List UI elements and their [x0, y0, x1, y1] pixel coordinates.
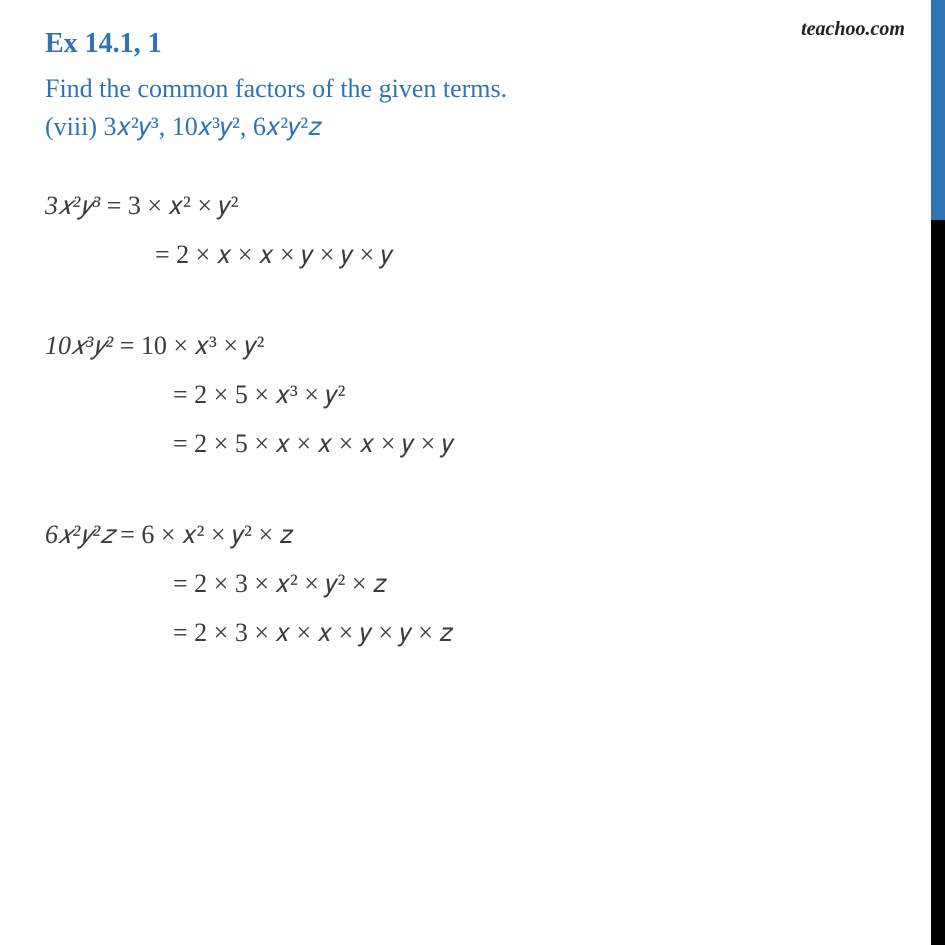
term1-rhs: = 3 × 𝑥² × 𝑦² — [100, 191, 238, 220]
subpart-prefix: (viii) — [45, 112, 104, 141]
term1-lhs: 3𝑥²𝑦³ — [45, 191, 100, 220]
subpart-terms: 3𝑥²𝑦³, 10𝑥³𝑦², 6𝑥²𝑦²𝑧 — [104, 112, 322, 141]
site-watermark: teachoo.com — [801, 18, 905, 41]
term1-line2: = 2 × 𝑥 × 𝑥 × 𝑦 × 𝑦 × 𝑦 — [45, 240, 900, 271]
term3-lhs: 6𝑥²𝑦²𝑧 — [45, 520, 114, 549]
question-text: Find the common factors of the given ter… — [45, 74, 900, 104]
term2-line3: = 2 × 5 × 𝑥 × 𝑥 × 𝑥 × 𝑦 × 𝑦 — [45, 429, 900, 460]
term3-line3: = 2 × 3 × 𝑥 × 𝑥 × 𝑦 × 𝑦 × 𝑧 — [45, 618, 900, 649]
term3-line1: 6𝑥²𝑦²𝑧 = 6 × 𝑥² × 𝑦² × 𝑧 — [45, 520, 900, 551]
subpart-line: (viii) 3𝑥²𝑦³, 10𝑥³𝑦², 6𝑥²𝑦²𝑧 — [45, 112, 900, 143]
term2-line1: 10𝑥³𝑦² = 10 × 𝑥³ × 𝑦² — [45, 331, 900, 362]
side-accent-top — [931, 0, 945, 220]
term2-line2: = 2 × 5 × 𝑥³ × 𝑦² — [45, 380, 900, 411]
term2-rhs: = 10 × 𝑥³ × 𝑦² — [113, 331, 264, 360]
term1-line1: 3𝑥²𝑦³ = 3 × 𝑥² × 𝑦² — [45, 191, 900, 222]
exercise-heading: Ex 14.1, 1 — [45, 28, 900, 60]
term3-rhs: = 6 × 𝑥² × 𝑦² × 𝑧 — [114, 520, 293, 549]
term3-line2: = 2 × 3 × 𝑥² × 𝑦² × 𝑧 — [45, 569, 900, 600]
side-accent-bottom — [931, 220, 945, 945]
page-content: Ex 14.1, 1 Find the common factors of th… — [0, 0, 945, 681]
term2-lhs: 10𝑥³𝑦² — [45, 331, 113, 360]
